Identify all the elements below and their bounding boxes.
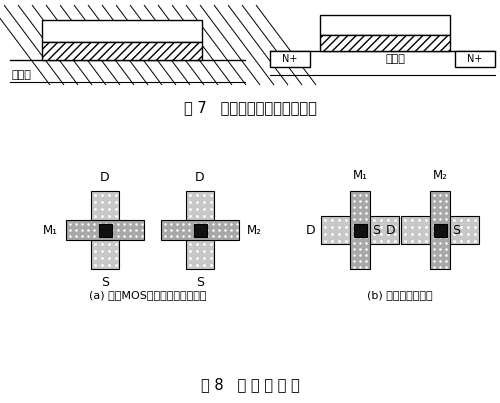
Bar — [186, 191, 214, 269]
Bar — [321, 216, 399, 244]
Bar — [320, 35, 450, 51]
Text: D: D — [100, 171, 110, 184]
Text: 图 8   栅 阴 影 效 应: 图 8 栅 阴 影 效 应 — [200, 378, 300, 393]
Text: S: S — [101, 276, 109, 289]
Text: S: S — [452, 224, 460, 237]
Bar — [98, 224, 112, 237]
Text: S: S — [372, 224, 380, 237]
Text: D: D — [386, 224, 395, 237]
Bar — [194, 224, 206, 237]
Bar — [91, 191, 119, 269]
Text: M₁: M₁ — [43, 224, 58, 237]
Text: 阴影区: 阴影区 — [12, 70, 32, 80]
Text: M₂: M₂ — [247, 224, 262, 237]
Text: 不对称: 不对称 — [385, 54, 405, 64]
Bar — [270, 51, 310, 67]
Text: D: D — [195, 171, 205, 184]
Text: M₁: M₁ — [352, 169, 368, 182]
Bar — [320, 15, 450, 35]
Text: (a) 两个MOS管的栅在同一直线上: (a) 两个MOS管的栅在同一直线上 — [89, 290, 207, 300]
Text: 图 7   由注入倾斜造成栅阴影区: 图 7 由注入倾斜造成栅阴影区 — [184, 100, 316, 116]
Bar — [401, 216, 479, 244]
Text: S: S — [196, 276, 204, 289]
Bar — [350, 191, 370, 269]
Bar — [161, 220, 239, 240]
Text: M₂: M₂ — [432, 169, 448, 182]
Text: N+: N+ — [282, 54, 298, 64]
Bar — [66, 220, 144, 240]
Bar — [42, 42, 202, 60]
Bar — [354, 224, 366, 237]
Bar — [455, 51, 495, 67]
Text: N+: N+ — [468, 54, 482, 64]
Bar — [430, 191, 450, 269]
Text: (b) 两个栅互相平行: (b) 两个栅互相平行 — [367, 290, 433, 300]
Bar — [42, 20, 202, 42]
Text: D: D — [306, 224, 315, 237]
Bar — [434, 224, 446, 237]
